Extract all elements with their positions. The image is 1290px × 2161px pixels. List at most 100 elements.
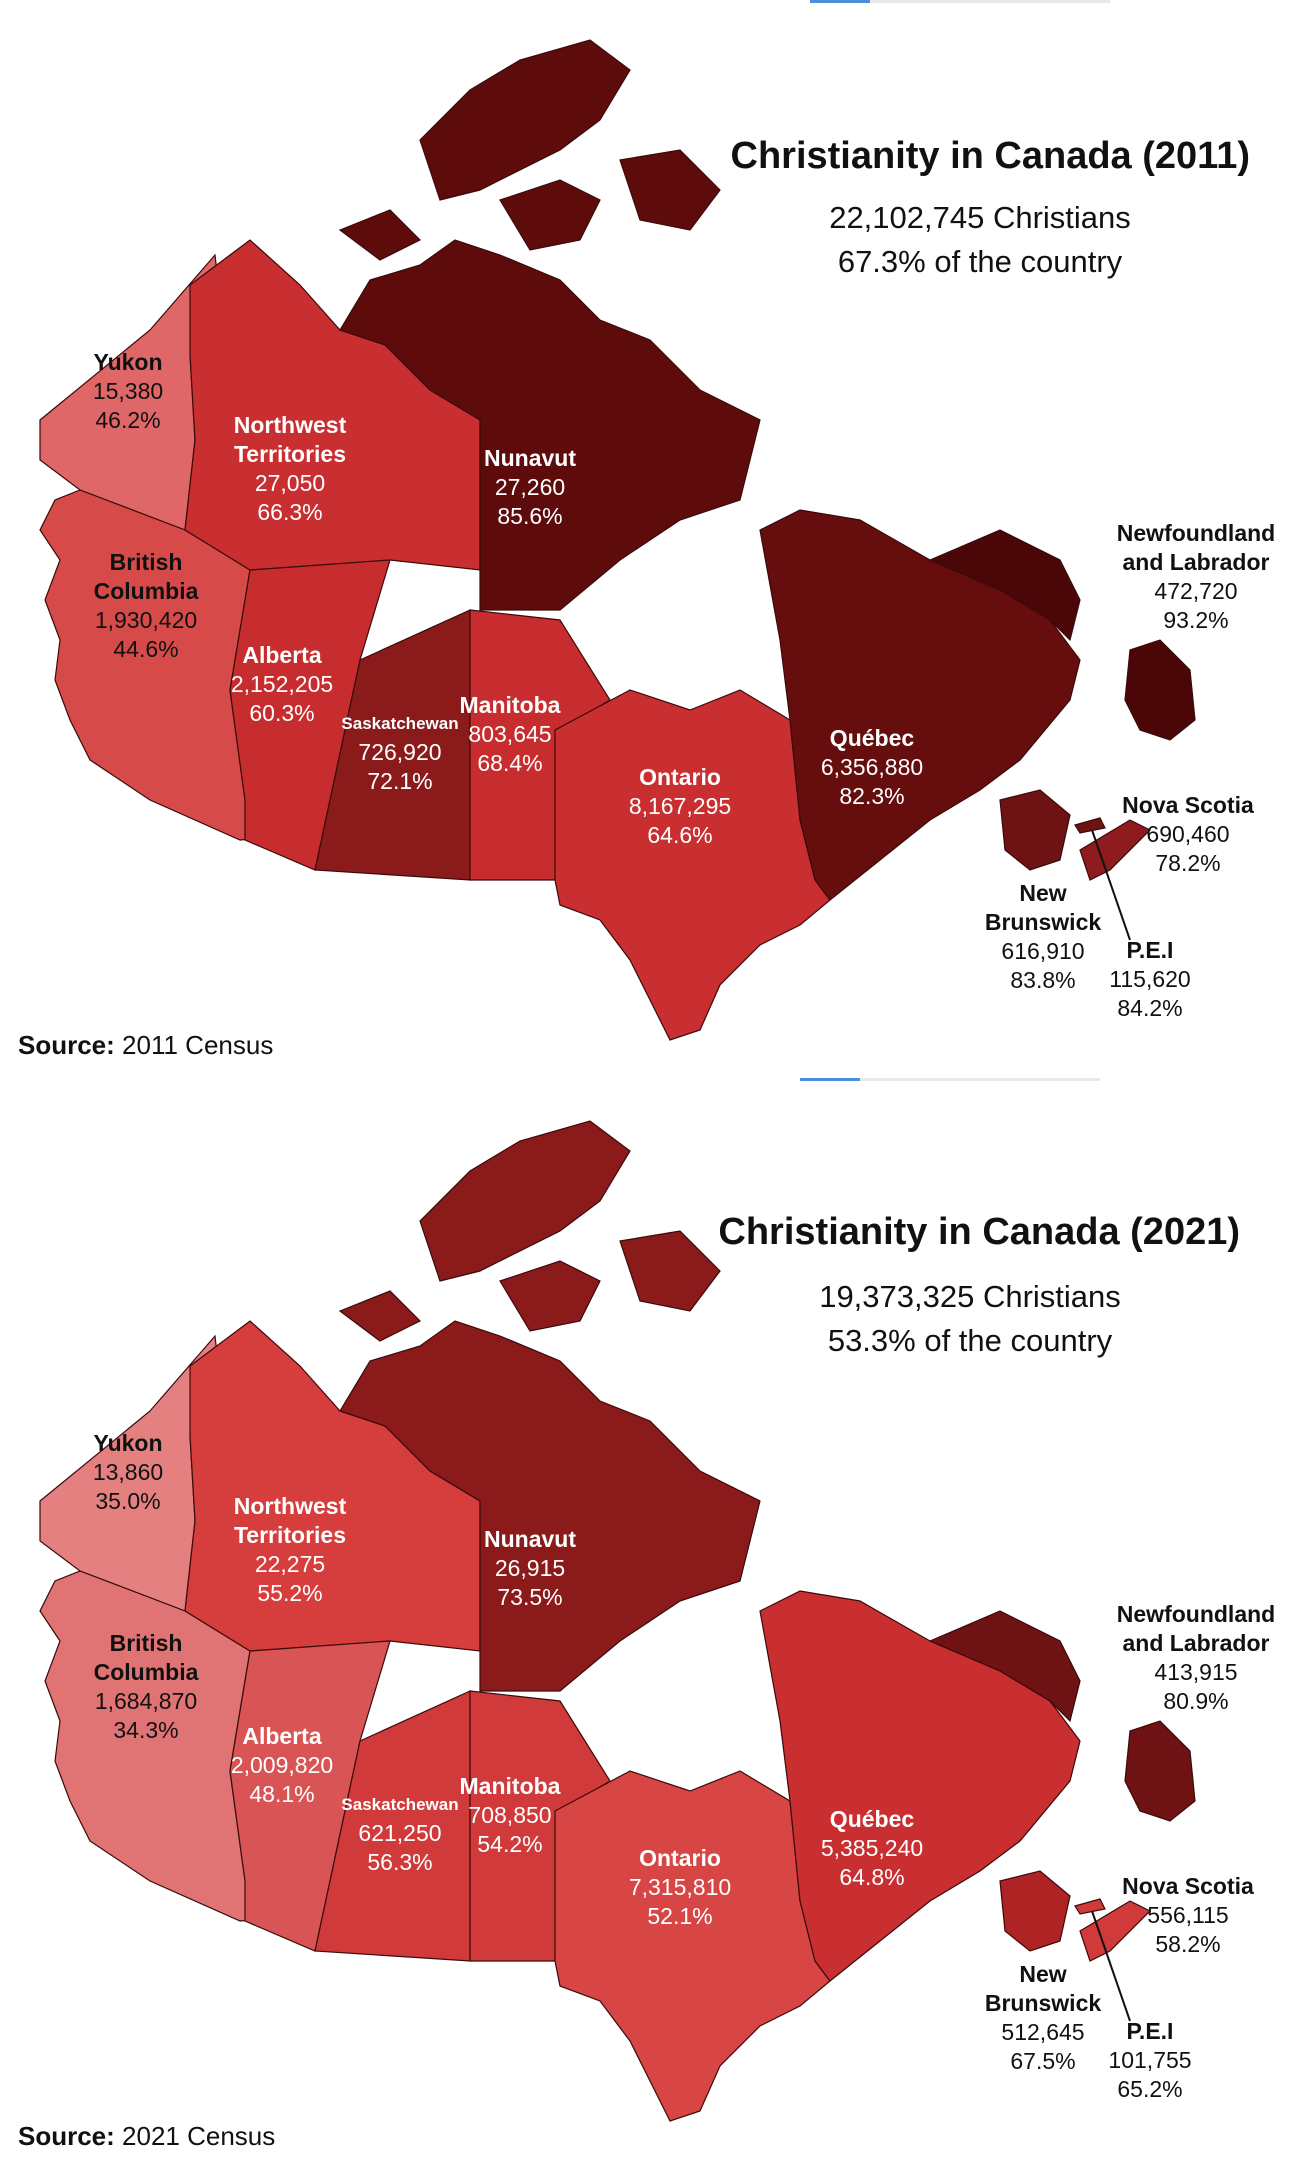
province-christian-percent: 80.9%	[1163, 1688, 1229, 1714]
top-accent-bar	[800, 1078, 860, 1081]
province-christian-count: 512,645	[1001, 2019, 1085, 2045]
province-christian-count: 6,356,880	[820, 754, 924, 780]
source-value: 2011 Census	[122, 1030, 274, 1060]
province-label-alberta: Alberta 2,152,205 60.3%	[231, 641, 333, 728]
province-christian-count: 5,385,240	[820, 1835, 924, 1861]
province-christian-percent: 66.3%	[257, 499, 323, 525]
province-label-bc: British Columbia 1,930,420 44.6%	[94, 548, 199, 664]
province-label-sask: Saskatchewan 726,920 72.1%	[341, 709, 458, 796]
map-panel-2021: Christianity in Canada (2021) 19,373,325 …	[0, 1078, 1290, 2161]
province-christian-count: 708,850	[468, 1802, 552, 1828]
province-label-nb: New Brunswick 512,645 67.5%	[985, 1960, 1101, 2076]
province-christian-percent: 58.2%	[1155, 1931, 1221, 1957]
canada-map-1	[39, 1120, 1196, 2122]
province-christian-percent: 73.5%	[497, 1584, 563, 1610]
province-name: Saskatchewan	[341, 714, 459, 733]
province-christian-percent: 35.0%	[95, 1488, 161, 1514]
province-label-pei: P.E.I 115,620 84.2%	[1109, 936, 1190, 1023]
province-christian-percent: 46.2%	[95, 407, 161, 433]
province-name: Alberta	[242, 642, 322, 668]
province-label-pei: P.E.I 101,755 65.2%	[1108, 2017, 1191, 2104]
province-christian-count: 726,920	[358, 739, 442, 765]
province-christian-count: 2,152,205	[230, 671, 334, 697]
province-name: Nova Scotia	[1122, 792, 1254, 818]
province-shape-ns	[1079, 1900, 1152, 1962]
province-name: P.E.I	[1126, 2018, 1174, 2044]
province-christian-percent: 82.3%	[839, 783, 905, 809]
province-christian-count: 13,860	[92, 1459, 164, 1485]
province-label-yukon: Yukon 15,380 46.2%	[93, 348, 163, 435]
map-subtitle: 22,102,745 Christians 67.3% of the countr…	[770, 196, 1190, 284]
province-label-nl: Newfoundland and Labrador 472,720 93.2%	[1117, 519, 1275, 635]
map-title: Christianity in Canada (2021)	[718, 1211, 1240, 1253]
province-christian-percent: 34.3%	[113, 1717, 179, 1743]
province-shape-alberta	[229, 1640, 391, 1952]
province-name: Nova Scotia	[1122, 1873, 1254, 1899]
province-shape-pei	[1074, 1898, 1106, 1915]
top-accent-bar-gray	[860, 1078, 1100, 1081]
province-christian-percent: 56.3%	[367, 1849, 433, 1875]
province-name: Northwest Territories	[233, 412, 347, 467]
province-name: Manitoba	[459, 692, 561, 718]
province-shape-ns	[1079, 819, 1152, 881]
province-christian-count: 2,009,820	[230, 1752, 334, 1778]
province-shape-nunavut	[339, 239, 761, 611]
province-shape-nb	[999, 1870, 1071, 1952]
province-label-nwt: Northwest Territories 27,050 66.3%	[234, 411, 346, 527]
province-name: P.E.I	[1126, 937, 1174, 963]
province-shape-ontario	[554, 1770, 831, 2122]
province-label-ns: Nova Scotia 690,460 78.2%	[1122, 791, 1254, 878]
source-note: Source: 2021 Census	[18, 2121, 275, 2152]
province-shape-nunavut-islands	[338, 39, 721, 261]
map-subtitle: 19,373,325 Christians 53.3% of the countr…	[760, 1275, 1180, 1363]
province-christian-count: 15,380	[92, 378, 164, 404]
province-christian-count: 26,915	[494, 1555, 566, 1581]
province-christian-percent: 48.1%	[249, 1781, 315, 1807]
province-label-sask: Saskatchewan 621,250 56.3%	[341, 1790, 458, 1877]
source-note: Source: 2011 Census	[18, 1030, 273, 1061]
province-christian-percent: 83.8%	[1010, 967, 1076, 993]
province-christian-percent: 78.2%	[1155, 850, 1221, 876]
province-label-nb: New Brunswick 616,910 83.8%	[985, 879, 1101, 995]
province-christian-percent: 64.6%	[647, 822, 713, 848]
province-name: Saskatchewan	[341, 1795, 459, 1814]
province-christian-percent: 55.2%	[257, 1580, 323, 1606]
province-christian-percent: 44.6%	[113, 636, 179, 662]
province-christian-percent: 54.2%	[477, 1831, 543, 1857]
province-name: Northwest Territories	[233, 1493, 347, 1548]
province-christian-count: 803,645	[468, 721, 552, 747]
province-label-nl: Newfoundland and Labrador 413,915 80.9%	[1117, 1600, 1275, 1716]
christian-share: 53.3% of the country	[827, 1323, 1113, 1358]
province-name: Manitoba	[459, 1773, 561, 1799]
province-name: New Brunswick	[984, 880, 1102, 935]
province-christian-percent: 68.4%	[477, 750, 543, 776]
province-name: Ontario	[639, 1845, 721, 1871]
pei-leader-line	[1091, 1910, 1131, 2022]
province-label-manitoba: Manitoba 803,645 68.4%	[460, 691, 561, 778]
province-shape-quebec	[759, 509, 1081, 901]
province-christian-count: 8,167,295	[628, 793, 732, 819]
province-christian-percent: 72.1%	[367, 768, 433, 794]
province-christian-count: 413,915	[1154, 1659, 1238, 1685]
province-name: Newfoundland and Labrador	[1116, 1601, 1276, 1656]
province-name: New Brunswick	[984, 1961, 1102, 2016]
canada-map-0	[39, 39, 1196, 1041]
province-christian-count: 556,115	[1147, 1902, 1229, 1928]
province-shape-nb	[999, 789, 1071, 871]
province-name: British Columbia	[93, 1630, 199, 1685]
province-christian-count: 115,620	[1109, 966, 1191, 992]
province-christian-percent: 93.2%	[1163, 607, 1229, 633]
province-label-nunavut: Nunavut 27,260 85.6%	[484, 444, 576, 531]
christian-total: 22,102,745 Christians	[829, 200, 1131, 235]
province-name: Newfoundland and Labrador	[1116, 520, 1276, 575]
province-christian-percent: 67.5%	[1010, 2048, 1076, 2074]
province-shape-alberta	[229, 559, 391, 871]
province-label-yukon: Yukon 13,860 35.0%	[93, 1429, 163, 1516]
province-shape-nl	[928, 1610, 1196, 1822]
province-shape-ontario	[554, 689, 831, 1041]
province-label-quebec: Québec 6,356,880 82.3%	[821, 724, 923, 811]
pei-leader-line	[1091, 829, 1131, 941]
province-label-quebec: Québec 5,385,240 64.8%	[821, 1805, 923, 1892]
province-christian-percent: 52.1%	[647, 1903, 713, 1929]
province-name: Nunavut	[484, 1526, 576, 1552]
